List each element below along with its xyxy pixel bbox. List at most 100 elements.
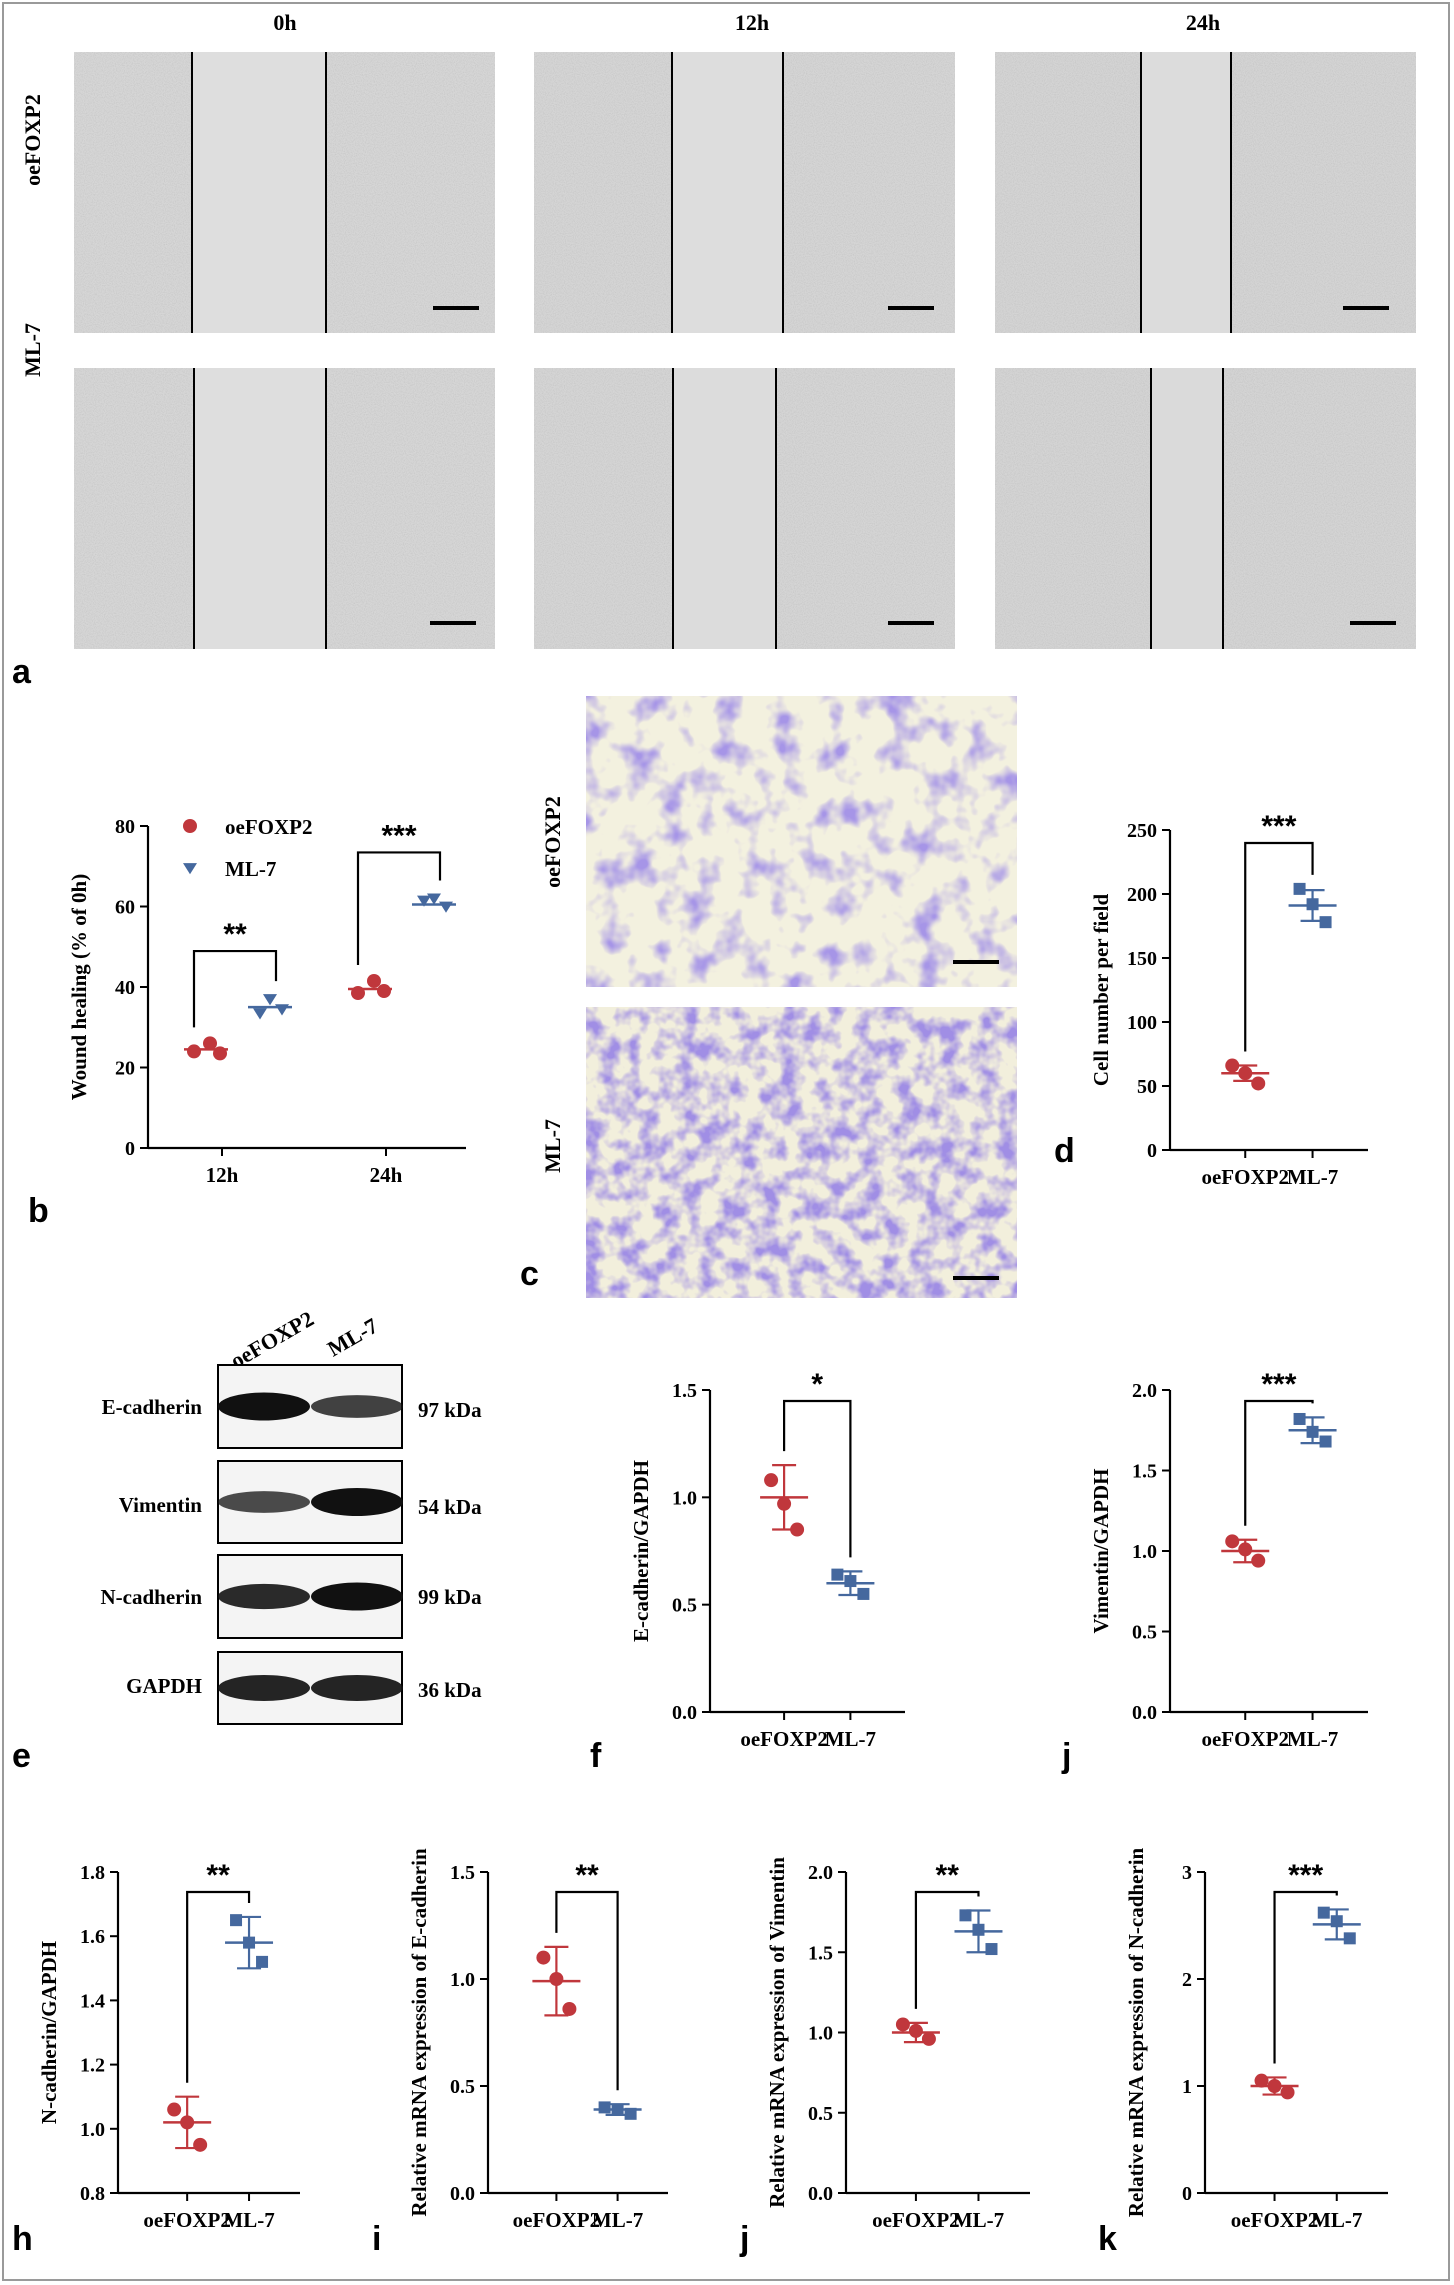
data-point [777,1496,792,1511]
y-tick-label: 50 [1137,1076,1157,1098]
y-axis-label: Relative mRNA expression of Vimentin [765,1857,789,2208]
data-point [1238,1066,1253,1081]
y-tick-label: 150 [1127,948,1157,970]
y-tick-label: 2.0 [808,1862,833,1884]
blot-band [218,1583,310,1610]
data-point [1267,2079,1282,2093]
significance-label: ** [206,1859,230,1892]
data-point [1293,882,1306,895]
blot-size-54kda: 54 kDa [418,1495,482,1519]
y-axis-label: Relative mRNA expression of N-cadherin [1124,1847,1148,2217]
y-tick-label: 0.5 [450,2076,475,2098]
panel-letter-f: f [590,1737,602,1775]
significance-bracket [186,1890,251,2083]
y-tick-label: 0.5 [808,2103,833,2125]
significance-label: *** [381,819,416,852]
blot-strip-vimentin [217,1460,403,1544]
y-tick-label: 0 [1147,1140,1157,1162]
y-tick-label: 1.5 [450,1862,475,1884]
data-point [213,1046,227,1061]
x-tick-label: ML-7 [1287,1727,1338,1751]
y-tick-label: 60 [115,897,135,919]
panel-letter-b: b [28,1192,49,1230]
data-point [1317,1906,1330,1919]
blot-strip-e-cadherin [217,1364,403,1449]
x-tick-label: oeFOXP2 [740,1727,827,1751]
data-point [203,1036,217,1051]
data-point [1238,1542,1253,1557]
data-point [230,1914,243,1927]
panel-a-row-label-oefoxp2: oeFOXP2 [20,94,45,186]
blot-protein-label-e-cadherin: E-cadherin [102,1395,203,1419]
y-tick-label: 1.6 [80,1926,105,1948]
y-axis-label: E-cadherin/GAPDH [629,1460,653,1642]
x-tick-label: oeFOXP2 [1201,1727,1288,1751]
x-tick-label: oeFOXP2 [1201,1165,1288,1189]
y-axis-label: N-cadherin/GAPDH [37,1941,61,2124]
y-tick-label: 1.8 [80,1862,105,1884]
y-tick-label: 40 [115,977,135,999]
micrograph-ml7-0h [74,368,495,649]
panel-c-row-label-ml7: ML-7 [540,1119,565,1173]
y-tick-label: 1.5 [1132,1461,1157,1483]
micrograph-ml7-24h [995,368,1416,649]
micrograph-ml7-12h [534,368,955,649]
significance-bracket [192,949,278,1028]
x-tick-label: 12h [206,1163,239,1187]
panel-a-time-label-24h: 24h [1186,10,1220,35]
panel-letter-j-upper: j [1061,1737,1071,1775]
blot-band [218,1392,310,1421]
panel-a-row-label-ml7: ML-7 [20,323,45,377]
panel-c-transwell-images: oeFOXP2 ML-7 c [520,696,1017,1298]
blot-band [311,1488,403,1516]
y-axis-label: Vimentin/GAPDH [1089,1469,1113,1634]
significance-bracket [914,1890,980,2009]
data-point [1251,1553,1266,1568]
panel-a-wound-healing-images: 0h 12h 24h oeFOXP2 ML-7 [12,10,1416,691]
x-tick-label: ML-7 [592,2208,643,2232]
x-tick-label: oeFOXP2 [143,2208,230,2232]
y-tick-label: 0.0 [672,1702,697,1724]
x-tick-label: ML-7 [1287,1165,1338,1189]
blot-band [311,1675,403,1701]
data-point [187,1044,201,1059]
data-point [895,2017,910,2032]
y-tick-label: 0.0 [808,2183,833,2205]
panel-e-western-blot: oeFOXP2 ML-7 E-cadherin Vimentin N-cadhe… [12,1306,482,1775]
data-point [549,1972,564,1986]
x-tick-label: oeFOXP2 [513,2208,600,2232]
y-tick-label: 20 [115,1058,135,1080]
data-point [857,1587,870,1600]
legend-marker-ml7 [183,863,197,875]
data-point [921,2031,936,2046]
y-tick-label: 0 [125,1138,135,1160]
significance-bracket [1244,841,1314,1052]
x-tick-label: ML-7 [825,1727,876,1751]
panel-letter-i: i [372,2220,381,2258]
data-point [367,973,381,988]
y-tick-label: 0.8 [80,2183,105,2205]
data-point [1225,1058,1240,1073]
transwell-oefoxp2 [586,696,1017,987]
data-point [193,2137,208,2152]
data-point [253,1008,267,1020]
y-tick-label: 1.2 [80,2055,105,2077]
data-point [180,2115,195,2130]
y-tick-label: 2.0 [1132,1380,1157,1402]
x-tick-label: oeFOXP2 [872,2208,959,2232]
micrograph-oefoxp2-0h [74,52,495,333]
y-tick-label: 100 [1127,1012,1157,1034]
data-point [972,1923,985,1936]
data-point [1306,898,1319,911]
significance-label: ** [936,1859,960,1892]
legend-marker-oefoxp2 [183,819,197,833]
data-point [1306,1425,1319,1438]
blot-strip-gapdh [217,1651,403,1725]
